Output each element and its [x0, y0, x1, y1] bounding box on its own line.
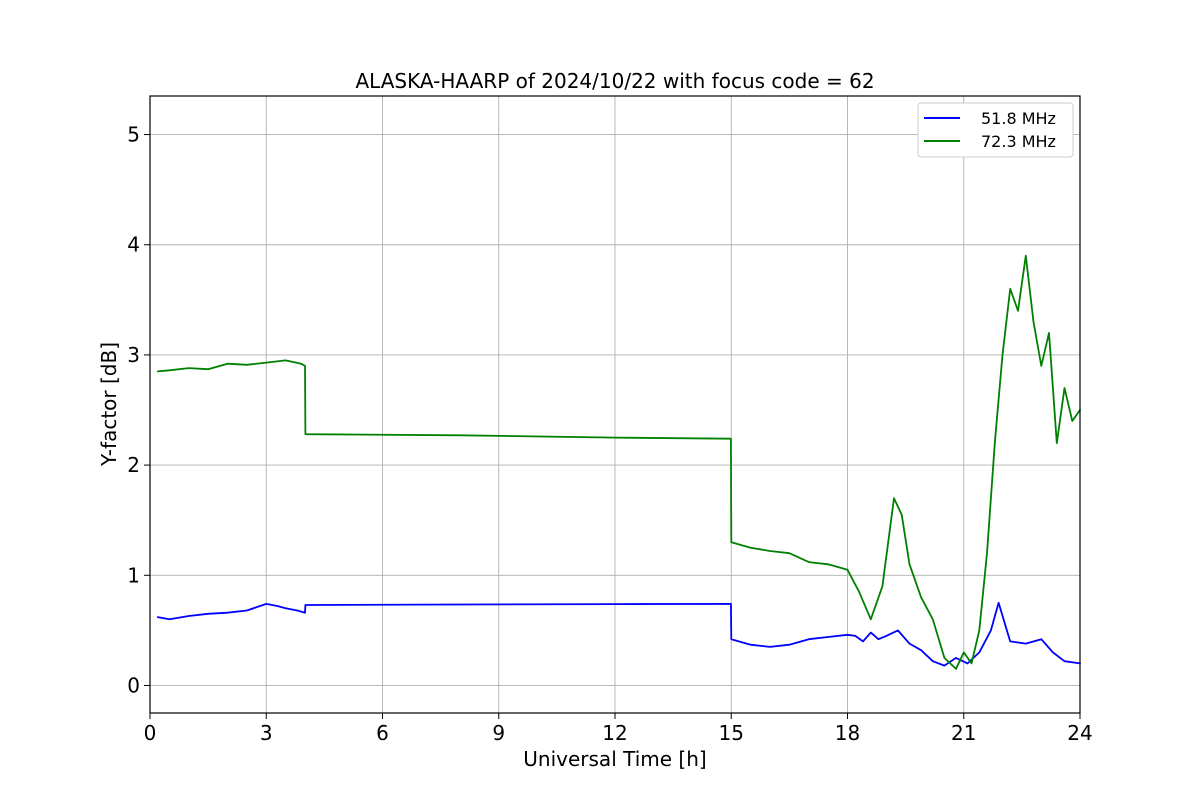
x-tick-label-21: 21	[951, 721, 976, 745]
x-tick-label-6: 6	[376, 721, 389, 745]
series-layer	[156, 254, 1081, 670]
y-axis-label: Y-factor [dB]	[97, 342, 121, 467]
x-tick-label-15: 15	[719, 721, 744, 745]
series-line-72-3-mhz	[156, 254, 1081, 670]
legend-label-51-8-mhz: 51.8 MHz	[981, 109, 1056, 128]
chart-title: ALASKA-HAARP of 2024/10/22 with focus co…	[355, 69, 874, 93]
x-tick-label-24: 24	[1067, 721, 1092, 745]
y-tick-label-5: 5	[127, 123, 140, 147]
x-tick-label-18: 18	[835, 721, 860, 745]
y-tick-label-4: 4	[127, 233, 140, 257]
y-tick-label-0: 0	[127, 673, 140, 697]
y-tick-label-1: 1	[127, 563, 140, 587]
y-tick-label-3: 3	[127, 343, 140, 367]
x-tick-label-9: 9	[492, 721, 505, 745]
series-line-51-8-mhz	[156, 601, 1081, 667]
x-axis-label: Universal Time [h]	[523, 747, 706, 771]
legend-box	[917, 102, 1074, 158]
x-tick-label-3: 3	[260, 721, 273, 745]
x-tick-label-0: 0	[144, 721, 157, 745]
x-tick-label-12: 12	[602, 721, 627, 745]
legend: 51.8 MHz 72.3 MHz	[917, 102, 1074, 158]
legend-label-72-3-mhz: 72.3 MHz	[981, 132, 1056, 151]
y-tick-label-2: 2	[127, 453, 140, 477]
